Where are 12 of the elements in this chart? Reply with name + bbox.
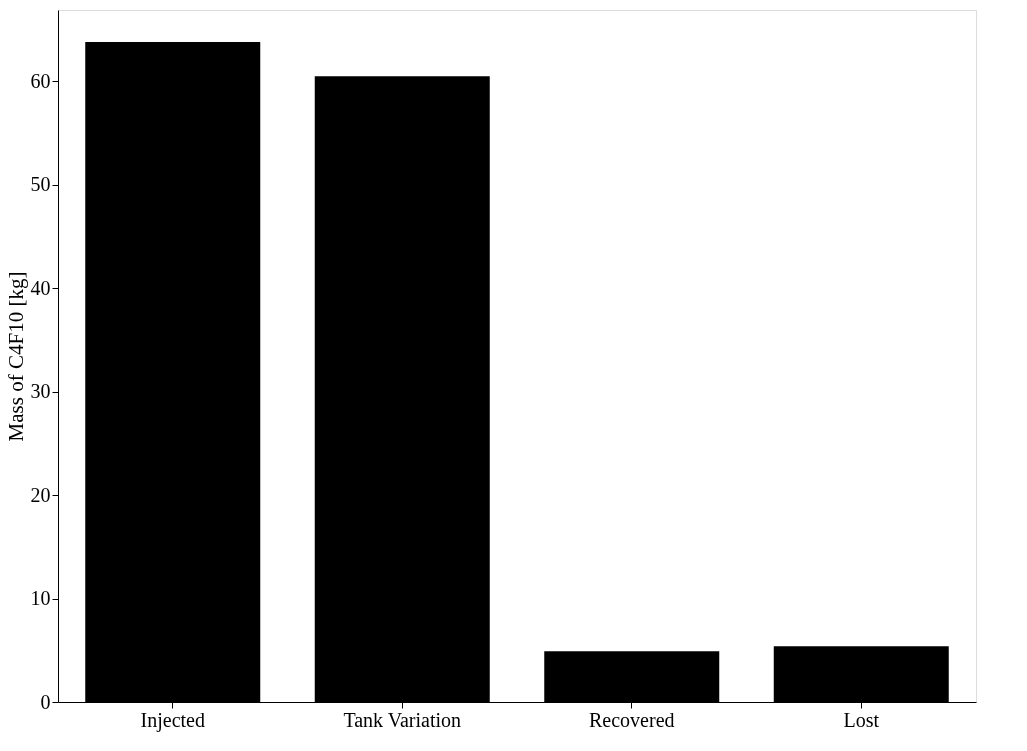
x-tick-label: Recovered [588, 708, 675, 731]
y-tick-label: 60 [30, 69, 51, 92]
x-tick-label: Tank Variation [343, 708, 462, 731]
y-tick-label: 40 [30, 276, 51, 299]
y-tick-label: 0 [40, 690, 51, 713]
y-tick-label: 50 [30, 173, 51, 196]
y-tick-label: 30 [30, 380, 51, 403]
x-tick-label: Lost [843, 708, 880, 731]
x-tick-label: Injected [140, 708, 205, 732]
y-tick-label: 20 [30, 483, 51, 506]
y-axis-title: Mass of C4F10 [kg] [3, 271, 28, 442]
y-tick-label: 10 [30, 587, 51, 610]
